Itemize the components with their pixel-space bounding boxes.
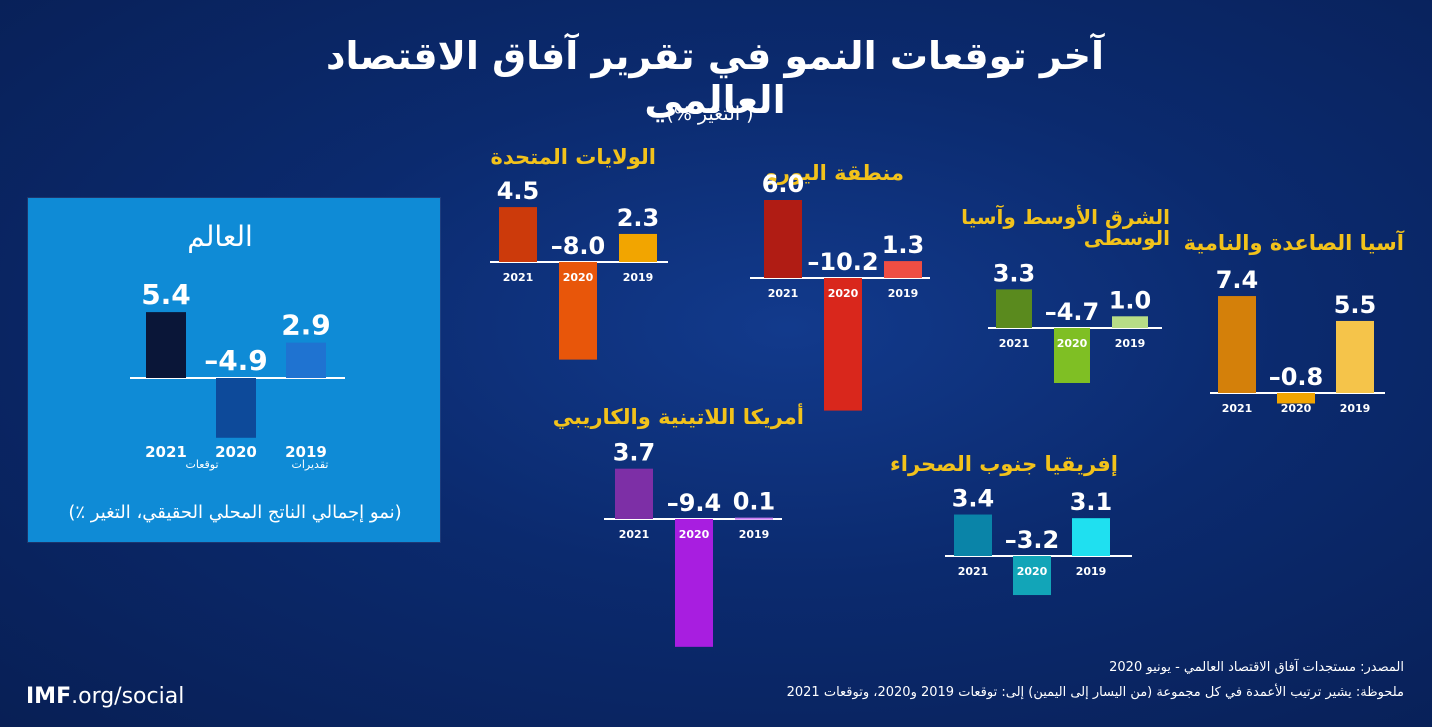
chart-4: 7.4 2021 –0.8 2020 5.5 2019 (1210, 266, 1385, 415)
region-title-latam: أمريكا اللاتينية والكاريبي (552, 405, 804, 429)
region-title-us: الولايات المتحدة (490, 145, 656, 169)
year-label: 2019 (285, 443, 327, 461)
bar-2021 (1218, 296, 1256, 393)
year-label: 2021 (958, 565, 989, 578)
year-label: 2021 (145, 443, 187, 461)
year-label: 2020 (679, 528, 710, 541)
page-title: آخر توقعات النمو في تقرير آفاق الاقتصاد … (326, 34, 1104, 122)
bar-value-label: 4.5 (497, 177, 540, 205)
bar-2020 (1013, 556, 1051, 596)
region-title-asia: آسيا الصاعدة والنامية (1183, 231, 1404, 255)
year-label: 2019 (623, 271, 654, 284)
world-panel-note: (نمو إجمالي الناتج المحلي الحقيقي، التغي… (68, 502, 402, 523)
world-estimate-label: تقديرات (291, 458, 329, 471)
bar-value-label: –10.2 (807, 248, 878, 276)
bar-2020 (1054, 328, 1090, 383)
bar-2021 (146, 312, 186, 378)
bar-2019 (735, 517, 773, 520)
world-panel-title: العالم (187, 220, 253, 253)
region-title-ssa: إفريقيا جنوب الصحراء (890, 452, 1118, 476)
bar-value-label: –4.9 (204, 344, 268, 377)
bar-value-label: 1.3 (882, 231, 925, 259)
world-panel (28, 198, 440, 542)
bar-2019 (619, 233, 657, 262)
bar-2020 (1277, 393, 1315, 404)
year-label: 2021 (999, 337, 1030, 350)
year-label: 2020 (1017, 565, 1048, 578)
bar-value-label: 1.0 (1109, 286, 1152, 314)
bar-2019 (1112, 316, 1148, 328)
bar-2021 (954, 514, 992, 556)
bar-value-label: 5.4 (141, 278, 191, 311)
year-label: 2020 (563, 271, 594, 284)
bar-value-label: 2.3 (617, 204, 660, 232)
bar-value-label: –8.0 (551, 232, 606, 260)
brand-logo[interactable]: IMF.org/social (26, 684, 184, 709)
year-label: 2021 (1222, 402, 1253, 415)
year-label: 2019 (739, 528, 770, 541)
bar-value-label: –9.4 (667, 489, 722, 517)
chart-1: 4.5 2021 –8.0 2020 2.3 2019 (490, 177, 668, 360)
year-label: 2019 (1115, 337, 1146, 350)
bar-value-label: 0.1 (733, 488, 776, 516)
chart-2: 6.0 2021 –10.2 2020 1.3 2019 (750, 170, 930, 411)
year-label: 2019 (1076, 565, 1107, 578)
bar-value-label: 6.0 (762, 170, 805, 198)
page-subtitle: ( التغير %) (666, 103, 754, 125)
bar-2020 (216, 378, 256, 438)
region-title-euro: منطقة اليورو (764, 161, 904, 185)
bar-value-label: 3.7 (613, 439, 656, 467)
bar-2021 (996, 289, 1032, 328)
chart-3: 3.3 2021 –4.7 2020 1.0 2019 (988, 259, 1162, 383)
bar-2019 (286, 342, 326, 378)
bar-2020 (675, 519, 713, 647)
bar-value-label: –3.2 (1005, 526, 1060, 554)
year-label: 2019 (1340, 402, 1371, 415)
year-label: 2020 (215, 443, 257, 461)
year-label: 2020 (1057, 337, 1088, 350)
brand-bold: IMF (26, 684, 72, 709)
bar-2020 (824, 278, 862, 411)
chart-6: 3.4 2021 –3.2 2020 3.1 2019 (945, 485, 1132, 596)
bar-2020 (559, 262, 597, 360)
bar-2019 (884, 261, 922, 278)
brand-rest: .org/social (71, 684, 185, 709)
bar-value-label: 3.1 (1070, 488, 1113, 516)
bar-2021 (764, 200, 802, 278)
chart-5: 3.7 2021 –9.4 2020 0.1 2019 (604, 439, 782, 647)
year-label: 2021 (619, 528, 650, 541)
note-text: ملحوظة: يشير ترتيب الأعمدة في كل مجموعة … (786, 685, 1404, 700)
bar-value-label: 2.9 (281, 309, 331, 342)
year-label: 2020 (1281, 402, 1312, 415)
year-label: 2021 (503, 271, 534, 284)
bar-value-label: 7.4 (1216, 266, 1259, 294)
bar-value-label: –4.7 (1045, 298, 1100, 326)
bar-2019 (1072, 518, 1110, 556)
bar-value-label: –0.8 (1269, 363, 1324, 391)
year-label: 2021 (768, 287, 799, 300)
year-label: 2020 (828, 287, 859, 300)
year-label: 2019 (888, 287, 919, 300)
bar-value-label: 5.5 (1334, 291, 1377, 319)
bar-2021 (499, 207, 537, 262)
bar-value-label: 3.3 (993, 259, 1036, 287)
bar-2019 (1336, 320, 1374, 393)
world-projection-label: توقعات (185, 458, 219, 471)
bar-value-label: 3.4 (952, 485, 995, 513)
region-title-mecа: الشرق الأوسط وآسيا الوسطى (961, 205, 1170, 250)
chart-0: 5.4 2021 –4.9 2020 2.9 2019 (130, 278, 345, 461)
bar-2021 (615, 468, 653, 519)
source-text: المصدر: مستجدات آفاق الاقتصاد العالمي - … (1109, 660, 1404, 675)
